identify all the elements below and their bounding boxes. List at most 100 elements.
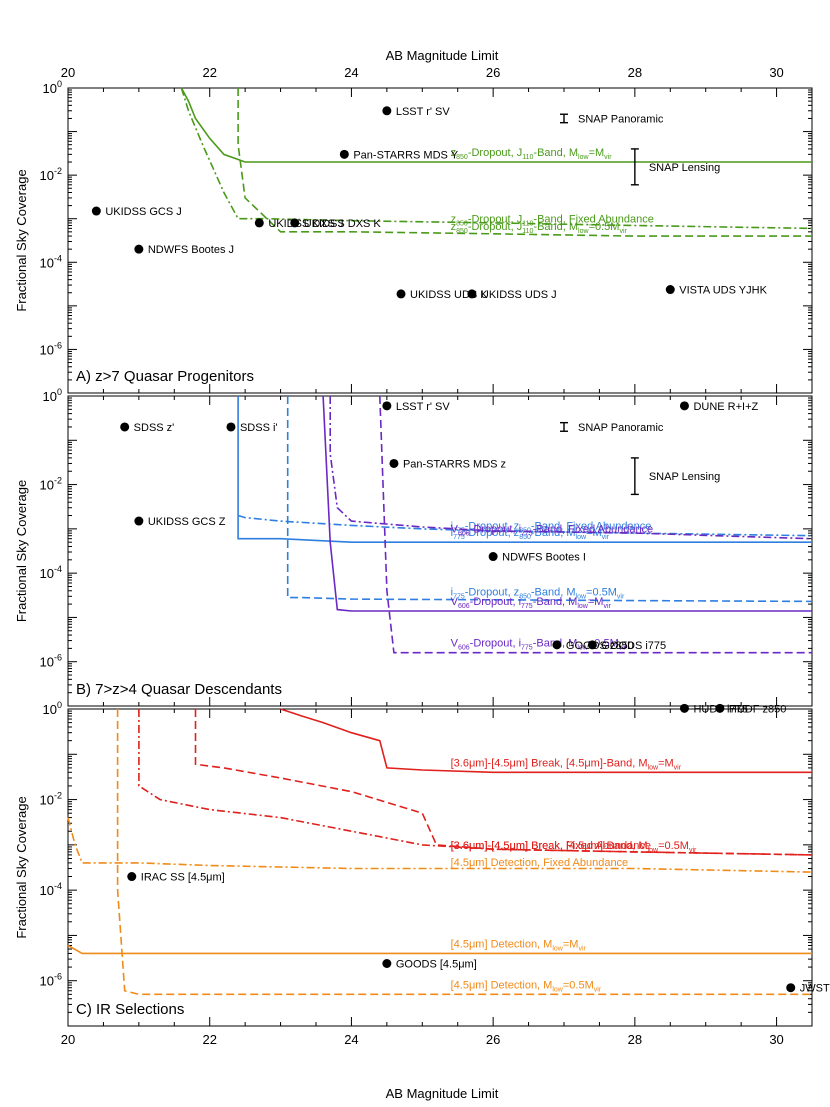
panel-frame [67,87,813,394]
survey-point [120,422,130,432]
survey-point [552,640,562,650]
y-tick-label: 10-4 [40,881,62,898]
x-tick-label-bottom: 26 [486,1032,500,1047]
series-label: z850​-Dropout, J110​-Band, Mlow​=Mvir​ [451,147,613,161]
y-tick-label: 100 [43,79,62,96]
series-line [237,88,812,237]
series-line [286,396,813,603]
series-line [322,395,812,612]
survey-point [127,872,137,882]
x-tick-label-top: 24 [344,65,358,80]
panels-group: 100 10-2 10-4 10-6 Fractional Sky Coverage z8… [14,65,830,1047]
survey-label: UKIDSS DXS J [268,218,343,230]
series-line [280,708,812,774]
y-tick-label: 10-2 [40,166,62,183]
error-bar-label: SNAP Panoramic [578,113,664,125]
survey-point [488,552,498,562]
y-tick-label: 10-2 [40,476,62,493]
survey-label: JWST DWS 3.5μm [800,983,830,995]
survey-point [389,458,399,468]
survey-point [396,289,406,299]
y-tick-label: 10-2 [40,791,62,808]
survey-label: IRAC SS [4.5μm] [141,872,225,884]
survey-label: UKIDSS DXS K [304,218,382,230]
x-tick-label-top: 28 [628,65,642,80]
survey-point [339,149,349,159]
series-label: [4.5μm] Detection, Mlow​=Mvir​ [451,938,587,952]
error-bar-label: SNAP Panoramic [578,422,664,434]
panel-3: 100 10-2 10-4 10-6 Fractional Sky Coverage [3… [14,700,830,1027]
panel-title: A) z>7 Quasar Progenitors [76,368,254,385]
series-label: [3.6μm]-[4.5μm] Break, [4.5μm]-Band, Mlo… [451,757,682,771]
survey-point [715,703,725,713]
panel-frame [67,708,813,1027]
survey-label: GOODS i775 [601,640,666,652]
survey-label: LSST r' SV [396,106,451,118]
survey-label: LSST r' SV [396,401,451,413]
series-line [379,395,812,654]
survey-label: UKIDSS GCS Z [148,516,226,528]
series-line [67,817,813,873]
panel-2: 100 10-2 10-4 10-6 Fractional Sky Coverage i7… [14,387,813,715]
survey-label: SDSS i' [240,422,278,434]
survey-point [290,218,300,228]
survey-point [679,703,689,713]
series-line [67,944,812,955]
survey-point [382,401,392,411]
x-tick-label-bottom: 30 [769,1032,783,1047]
series-line [138,709,813,856]
survey-label: VISTA UDS YJHK [679,285,767,297]
x-tick-label-top: 26 [486,65,500,80]
series-line [194,709,813,856]
y-axis-label: Fractional Sky Coverage [14,169,29,311]
series-line [116,709,812,996]
survey-point [587,640,597,650]
top-axis-label: AB Magnitude Limit [386,48,499,63]
survey-point [226,422,236,432]
y-tick-label: 10-6 [40,972,62,989]
series-label: V606​-Dropout, i775​-Band, Fixed Abundan… [451,524,654,538]
y-tick-label: 10-4 [40,253,62,270]
series-label: z850​-Dropout, J110​-Band, Fixed Abundan… [451,213,654,227]
series-label: [3.6μm]-[4.5μm] Break, [4.5μm]-Band, Mlo… [451,840,697,854]
series-line [329,396,813,540]
survey-point [467,289,477,299]
survey-label: UKIDSS UDS K [410,289,488,301]
series-line [237,396,812,543]
y-axis-label: Fractional Sky Coverage [14,796,29,938]
x-tick-label-top: 30 [769,65,783,80]
y-tick-label: 10-4 [40,564,62,581]
series-label: V606​-Dropout, i775​-Band, Mlow​=Mvir​ [451,596,612,610]
series-label: z850​-Dropout, J110​-Band, Mlow​=0.5Mvir… [451,221,628,235]
survey-label: Pan-STARRS MDS Y [353,149,458,161]
series-label: i775​-Dropout, z850​-Band, Mlow​=0.5Mvir… [451,586,625,600]
panel-title: B) 7>z>4 Quasar Descendants [76,681,282,698]
y-tick-label: 100 [43,387,62,404]
y-tick-label: 100 [43,700,62,717]
y-tick-label: 10-6 [40,340,62,357]
y-axis-label: Fractional Sky Coverage [14,480,29,622]
error-bar-label: SNAP Lensing [649,471,720,483]
x-tick-label-bottom: 20 [61,1032,75,1047]
survey-point [665,285,675,295]
survey-label: SDSS z' [134,422,175,434]
survey-label: NDWFS Bootes I [502,552,586,564]
survey-point [91,206,101,216]
bottom-axis-label: AB Magnitude Limit [386,1086,499,1101]
survey-label: GOODS z850 [566,640,634,652]
x-tick-label-bottom: 22 [202,1032,216,1047]
survey-label: NDWFS Bootes J [148,244,234,256]
survey-point [382,106,392,116]
survey-point [134,516,144,526]
survey-point [786,983,796,993]
panel-1: 100 10-2 10-4 10-6 Fractional Sky Coverage z8… [14,79,813,394]
x-tick-label-bottom: 24 [344,1032,358,1047]
survey-point [382,958,392,968]
series-label: [4.5μm] Detection, Fixed Abundance [451,857,629,869]
panel-frame [67,395,813,707]
error-bar-label: SNAP Lensing [649,162,720,174]
series-line [180,87,812,163]
x-tick-label-bottom: 28 [628,1032,642,1047]
panel-title: C) IR Selections [76,1001,184,1018]
